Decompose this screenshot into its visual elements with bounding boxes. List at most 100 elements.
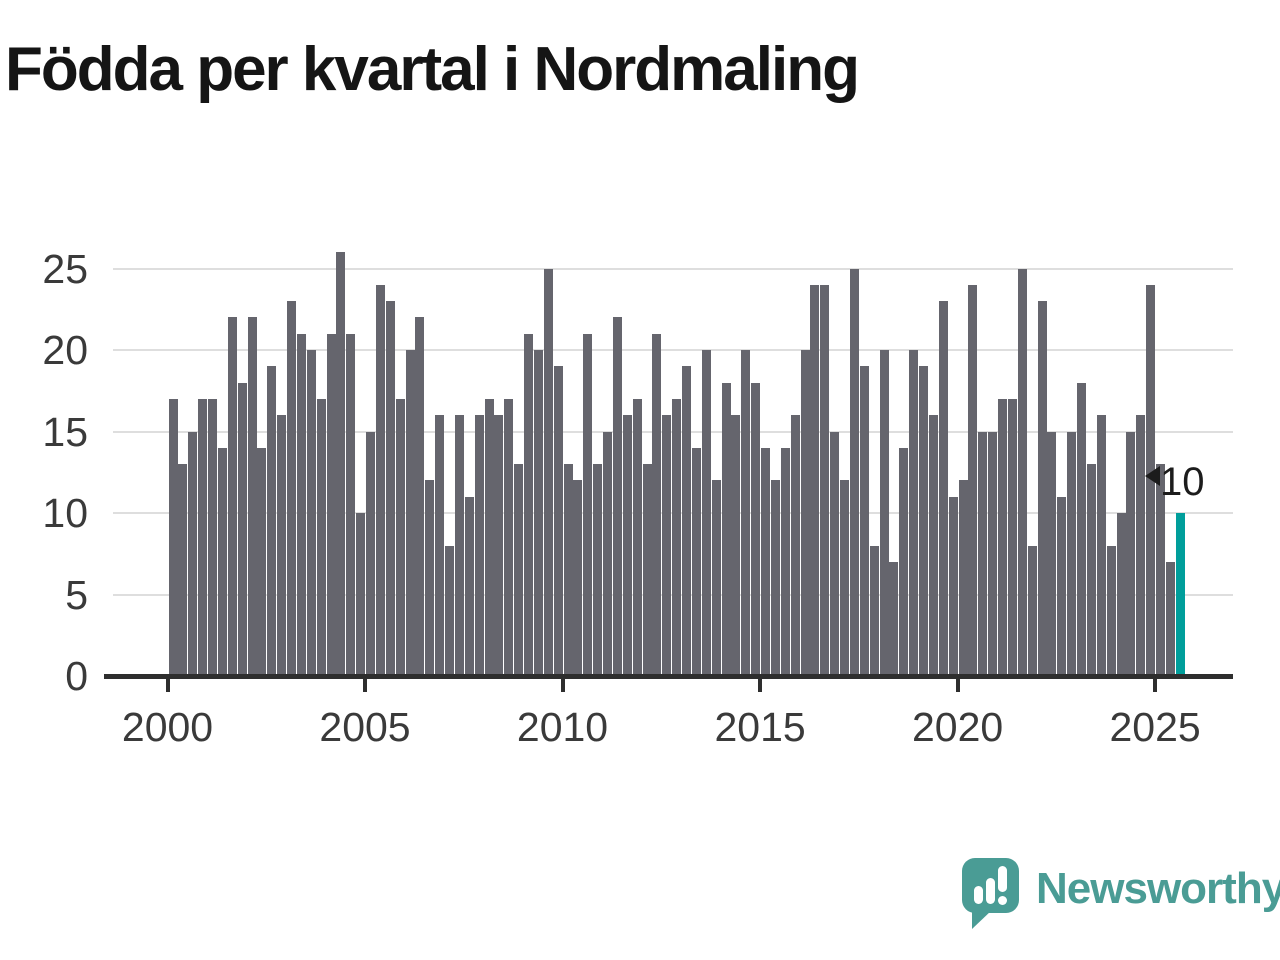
bar-2010-q2 xyxy=(573,480,583,678)
bar-2020-q3 xyxy=(978,431,988,678)
bar-2020-q2 xyxy=(968,284,978,678)
bar-2004-q3 xyxy=(346,333,356,678)
bar-2009-q2 xyxy=(533,350,543,678)
bar-2000-q1 xyxy=(168,398,178,678)
bar-2004-q2 xyxy=(336,252,346,678)
x-axis-tick-2000 xyxy=(165,679,170,692)
bar-2022-q1 xyxy=(1037,301,1047,678)
plot-area: 10 0 5 10 15 20 25 2000 2005 2010 2015 2020 2025 xyxy=(42,246,1233,750)
bar-2025-q1 xyxy=(1156,464,1166,678)
bar-2005-q2 xyxy=(375,284,385,678)
bar-2001-q4 xyxy=(237,382,247,678)
bar-2019-q3 xyxy=(938,301,948,678)
bar-2016-q2 xyxy=(810,284,820,678)
bar-2021-q3 xyxy=(1017,268,1027,678)
bar-2016-q1 xyxy=(800,350,810,678)
bar-2001-q2 xyxy=(217,447,227,678)
y-axis-label-20: 20 xyxy=(42,327,88,373)
bar-2020-q1 xyxy=(958,480,968,678)
bar-2022-q3 xyxy=(1057,496,1067,678)
bar-2018-q4 xyxy=(909,350,919,678)
bar-2008-q4 xyxy=(514,464,524,678)
bar-2025-q3 xyxy=(1175,513,1185,678)
bar-2011-q3 xyxy=(622,415,632,678)
bar-2000-q4 xyxy=(198,398,208,678)
bar-2015-q3 xyxy=(780,447,790,678)
bar-2003-q1 xyxy=(287,301,296,678)
bar-2022-q4 xyxy=(1067,431,1077,678)
bar-2017-q1 xyxy=(840,480,850,678)
bar-2019-q2 xyxy=(928,415,938,678)
bar-2009-q4 xyxy=(553,366,563,678)
bar-2016-q4 xyxy=(830,431,840,678)
bar-2021-q2 xyxy=(1007,398,1017,678)
logo-exclamation-dot-icon xyxy=(998,896,1007,905)
bar-2006-q4 xyxy=(435,415,445,678)
bar-2014-q1 xyxy=(721,382,731,678)
bar-2010-q1 xyxy=(563,464,573,678)
x-axis-label-2025: 2025 xyxy=(1109,704,1201,750)
bar-2013-q2 xyxy=(691,447,701,678)
bar-2023-q2 xyxy=(1086,464,1096,678)
bar-2004-q1 xyxy=(326,333,336,678)
x-axis-tick-2020 xyxy=(955,679,960,692)
bar-2017-q3 xyxy=(859,366,869,678)
logo-bubble-tail xyxy=(972,910,992,929)
gridline-y-20 xyxy=(113,349,1233,351)
bar-2002-q2 xyxy=(257,447,267,678)
bar-2024-q1 xyxy=(1116,513,1126,678)
bar-2007-q3 xyxy=(464,496,474,678)
bar-2007-q4 xyxy=(474,415,484,678)
bar-2017-q4 xyxy=(869,545,879,678)
bar-2007-q2 xyxy=(454,415,464,678)
y-axis-label-0: 0 xyxy=(65,653,88,699)
bar-2001-q1 xyxy=(208,398,217,678)
bar-2001-q3 xyxy=(227,317,237,678)
bar-2012-q3 xyxy=(662,415,672,678)
bar-2003-q3 xyxy=(306,350,316,678)
bar-2008-q2 xyxy=(494,415,504,678)
bar-2003-q4 xyxy=(316,398,326,678)
x-axis-label-2010: 2010 xyxy=(516,704,609,750)
bar-2014-q2 xyxy=(731,415,741,678)
chart-title: Födda per kvartal i Nordmaling xyxy=(5,35,860,104)
x-axis-label-2000: 2000 xyxy=(121,704,214,750)
bar-2012-q1 xyxy=(642,464,652,678)
bar-2009-q1 xyxy=(524,333,534,678)
bar-2019-q1 xyxy=(919,366,929,678)
logo-exclamation-icon xyxy=(998,866,1007,892)
bar-2007-q1 xyxy=(445,545,455,678)
bar-2014-q3 xyxy=(741,350,751,678)
bar-2013-q4 xyxy=(711,480,721,678)
annotation-arrow-icon xyxy=(1145,466,1160,486)
bar-2021-q1 xyxy=(998,398,1008,678)
bar-2003-q2 xyxy=(296,333,306,678)
x-axis-tick-2015 xyxy=(758,679,763,692)
annotation-value: 10 xyxy=(1160,460,1205,504)
bar-value-annotation: 10 xyxy=(1145,460,1205,505)
bar-2021-q4 xyxy=(1027,545,1037,678)
bar-2005-q1 xyxy=(366,431,376,678)
bar-2010-q4 xyxy=(593,464,603,678)
gridline-y-25 xyxy=(113,267,1233,270)
bar-2005-q4 xyxy=(395,398,405,678)
logo-text: Newsworthy xyxy=(1036,864,1280,913)
bar-2011-q2 xyxy=(612,317,622,678)
bar-2014-q4 xyxy=(751,382,761,678)
bar-2006-q2 xyxy=(415,317,425,678)
x-axis-tick-2010 xyxy=(560,679,565,692)
bar-2018-q2 xyxy=(889,561,899,678)
bar-2002-q3 xyxy=(267,366,277,678)
bar-2025-q2 xyxy=(1165,561,1175,678)
bar-2013-q3 xyxy=(701,350,711,678)
x-axis-label-2015: 2015 xyxy=(714,704,806,750)
x-axis-tick-2025 xyxy=(1153,679,1158,692)
bar-2023-q4 xyxy=(1106,545,1116,678)
bar-2000-q2 xyxy=(178,464,188,678)
bar-2002-q1 xyxy=(247,317,257,678)
bar-2005-q3 xyxy=(385,301,395,678)
bar-2024-q2 xyxy=(1126,431,1136,678)
bar-2009-q3 xyxy=(543,268,553,678)
bar-2011-q1 xyxy=(603,431,613,678)
x-axis-tick-2005 xyxy=(363,679,367,692)
